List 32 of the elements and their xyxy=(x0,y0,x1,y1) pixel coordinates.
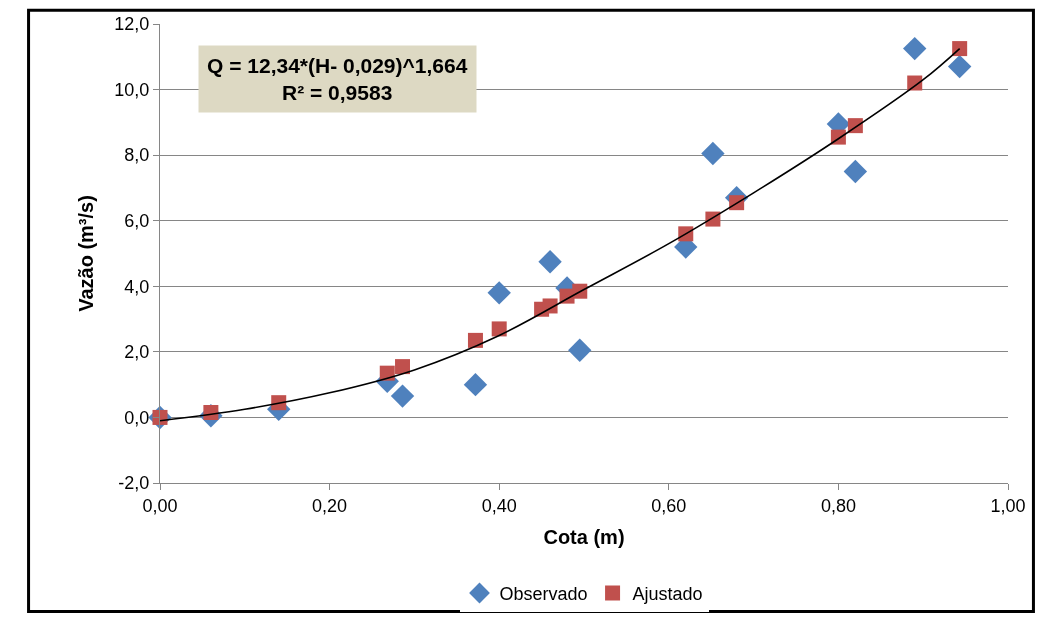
y-tick-label: 12,0 xyxy=(114,14,150,35)
point xyxy=(491,321,507,337)
y-tick-label: 8,0 xyxy=(124,145,150,166)
y-tick-label: 4,0 xyxy=(124,276,150,297)
point xyxy=(701,141,725,166)
annotation: Q = 12,34*(H- 0,029)^1,664 R² = 0,9583 xyxy=(207,54,468,105)
point xyxy=(395,359,411,375)
y-axis-title: Vazão (m³/s) xyxy=(74,195,97,312)
x-tick-label: 0,20 xyxy=(312,495,348,516)
point xyxy=(952,41,968,57)
y-tick-label: 10,0 xyxy=(114,79,150,100)
point xyxy=(843,159,868,184)
x-tick-label: 1,00 xyxy=(990,495,1026,516)
y-tick-label: 2,0 xyxy=(124,342,150,363)
legend-label: Ajustado xyxy=(632,584,703,605)
point xyxy=(463,372,488,397)
point xyxy=(947,54,972,79)
point xyxy=(568,338,592,362)
y-tick-label: -2,0 xyxy=(118,473,150,494)
point xyxy=(467,332,483,348)
point xyxy=(487,281,511,305)
x-tick-label: 0,60 xyxy=(651,495,687,516)
x-tick-label: 0,40 xyxy=(481,495,517,516)
y-tick-label: 0,0 xyxy=(124,407,150,428)
y-tick-label: 6,0 xyxy=(124,211,150,232)
x-tick-label: 0,00 xyxy=(142,495,178,516)
point xyxy=(538,250,562,274)
point xyxy=(390,384,415,408)
point xyxy=(903,36,927,61)
x-axis-title: Cota (m) xyxy=(543,526,625,549)
x-tick-label: 0,80 xyxy=(820,495,856,516)
legend-label: Observado xyxy=(499,584,588,605)
